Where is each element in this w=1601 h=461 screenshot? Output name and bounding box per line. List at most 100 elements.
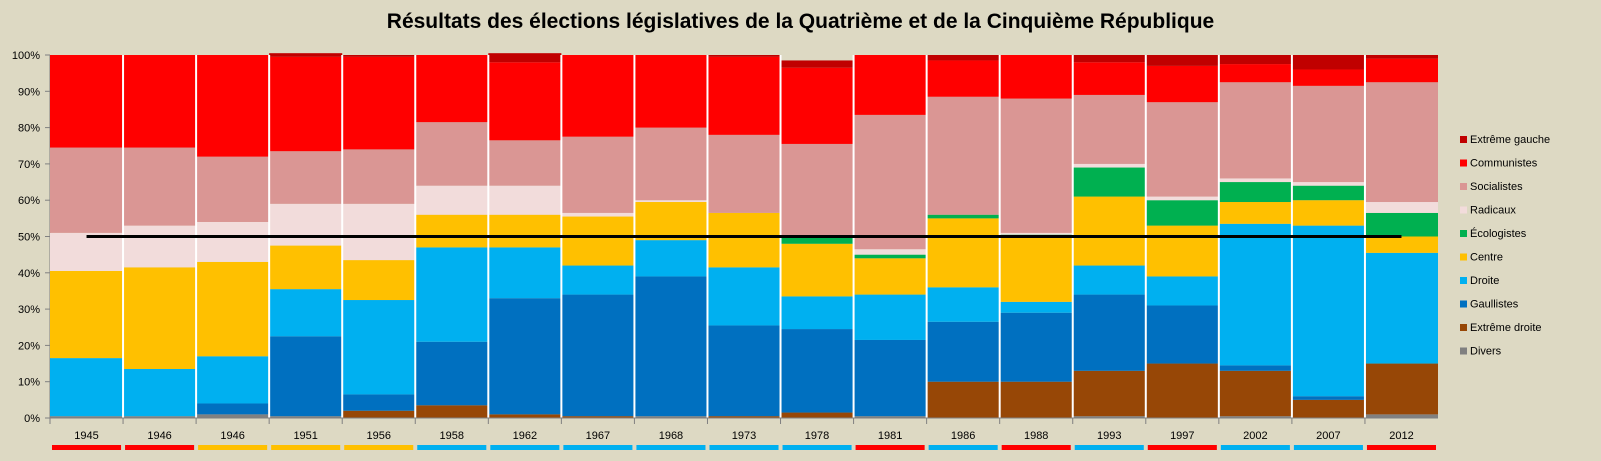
- legend-swatch: [1460, 324, 1467, 331]
- bar-segment: [707, 325, 781, 417]
- y-tick-label: 90%: [18, 86, 40, 98]
- bar-segment: [853, 294, 927, 340]
- y-tick-label: 70%: [18, 159, 40, 171]
- bar-segment: [342, 410, 416, 418]
- category-marker: [52, 445, 122, 450]
- bar-segment: [561, 416, 635, 418]
- bar-segment: [1145, 225, 1219, 277]
- bar-segment: [780, 60, 854, 68]
- bar-segment: [488, 62, 562, 141]
- bar-segment: [853, 254, 927, 259]
- bar-segment: [1291, 399, 1365, 418]
- legend-swatch: [1460, 347, 1467, 355]
- legend-label: Divers: [1470, 346, 1502, 358]
- bar-segment: [342, 394, 416, 411]
- bar-segment: [634, 127, 708, 201]
- bar-segment: [1145, 200, 1219, 226]
- bar-segment: [999, 301, 1073, 313]
- bar-segment: [269, 56, 343, 152]
- bar-segment: [853, 55, 927, 115]
- bar-segment: [707, 267, 781, 326]
- y-tick-label: 40%: [18, 268, 40, 280]
- legend-swatch: [1460, 183, 1467, 190]
- legend-swatch: [1460, 253, 1467, 261]
- bar-segment: [1218, 182, 1292, 203]
- legend-swatch: [1460, 277, 1467, 284]
- legend-label: Centre: [1470, 252, 1503, 264]
- bar-segment: [123, 416, 197, 418]
- bar-segment: [926, 218, 1000, 288]
- bar-segment: [780, 296, 854, 330]
- bar-segment: [561, 294, 635, 417]
- category-marker: [782, 445, 852, 450]
- category-marker: [271, 445, 341, 450]
- bar-segment: [488, 53, 562, 63]
- bar-segment: [1218, 82, 1292, 179]
- bar-segment: [1364, 363, 1438, 415]
- bar-segment: [1291, 200, 1365, 226]
- bar-segment: [1291, 85, 1365, 183]
- x-tick-label: 1951: [293, 430, 317, 442]
- x-tick-label: 1986: [951, 430, 975, 442]
- bar-segment: [853, 114, 927, 250]
- bar-segment: [999, 98, 1073, 233]
- bar-segment: [1072, 62, 1146, 95]
- category-marker: [1147, 445, 1217, 450]
- bar-segment: [1364, 202, 1438, 213]
- bar-segment: [1364, 252, 1438, 364]
- bar-segment: [488, 414, 562, 418]
- bar-segment: [1072, 370, 1146, 417]
- bar-segment: [634, 240, 708, 277]
- bar-segment: [853, 339, 927, 417]
- bar-segment: [1291, 69, 1365, 86]
- bar-segment: [561, 216, 635, 266]
- bar-segment: [415, 185, 489, 215]
- bar-segment: [707, 134, 781, 213]
- bar-segment: [1072, 94, 1146, 164]
- bar-segment: [488, 185, 562, 215]
- bar-segment: [415, 247, 489, 342]
- chart-title: Résultats des élections législatives de …: [386, 10, 1215, 33]
- category-markers: [52, 445, 1436, 450]
- bar-segment: [926, 96, 1000, 215]
- legend-label: Écologistes: [1470, 227, 1527, 240]
- legend-label: Radicaux: [1470, 205, 1516, 217]
- category-marker: [709, 445, 779, 450]
- bar-segment: [123, 368, 197, 417]
- bar-segment: [196, 414, 270, 418]
- bar-segment: [269, 151, 343, 204]
- bar-segment: [342, 56, 416, 150]
- bar-segment: [853, 249, 927, 255]
- legend: Extrême gauche Communistes Socialistes Radi…: [1460, 134, 1550, 358]
- bar-segment: [50, 55, 124, 148]
- bar-segment: [1364, 58, 1438, 83]
- bar-segment: [999, 232, 1073, 235]
- x-tick-label: 1956: [366, 430, 390, 442]
- bar-segment: [999, 236, 1073, 302]
- bar-segment: [488, 298, 562, 415]
- bar-segment: [1145, 363, 1219, 418]
- legend-label: Extrême droite: [1470, 322, 1542, 334]
- bar-segment: [196, 156, 270, 222]
- bar-segment: [1218, 416, 1292, 418]
- bar-segment: [1218, 178, 1292, 183]
- bar-segment: [123, 147, 197, 226]
- bar-segment: [926, 60, 1000, 97]
- bar-segment: [926, 55, 1000, 61]
- bar-segment: [196, 403, 270, 415]
- y-axis: 0% 10% 20% 30% 40% 50% 60% 70% 80% 90% 100%: [12, 50, 51, 425]
- bar-segment: [269, 289, 343, 337]
- bar-segment: [999, 55, 1073, 99]
- x-tick-label: 1958: [440, 430, 464, 442]
- bar-segment: [1218, 202, 1292, 224]
- bar-segment: [780, 243, 854, 297]
- bar-segment: [1218, 370, 1292, 417]
- bar-segment: [196, 55, 270, 157]
- category-marker: [1220, 445, 1290, 450]
- category-marker: [1366, 445, 1436, 450]
- legend-swatch: [1460, 206, 1467, 214]
- bar-segment: [269, 336, 343, 417]
- category-marker: [417, 445, 487, 450]
- bar-segment: [707, 416, 781, 418]
- category-marker: [490, 445, 560, 450]
